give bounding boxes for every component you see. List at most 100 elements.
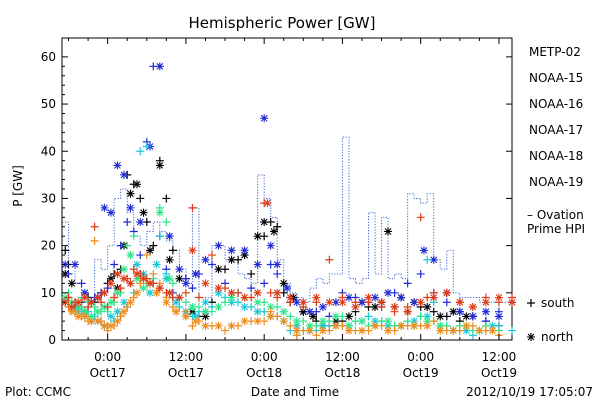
x-tick-date-label: Oct18 bbox=[246, 366, 282, 380]
north-marker bbox=[188, 307, 197, 316]
y-tick-label: 50 bbox=[41, 97, 56, 111]
south-marker bbox=[84, 302, 93, 311]
x-axis-label: Date and Time bbox=[251, 385, 339, 399]
north-marker bbox=[126, 298, 135, 307]
north-marker bbox=[188, 246, 197, 255]
north-marker bbox=[146, 279, 155, 288]
north-marker bbox=[201, 307, 210, 316]
south-marker bbox=[123, 241, 132, 250]
north-marker bbox=[71, 260, 80, 269]
north-marker bbox=[139, 274, 148, 283]
south-marker bbox=[136, 147, 145, 156]
ovation-hpi-line bbox=[62, 136, 512, 303]
north-marker bbox=[214, 265, 223, 274]
north-marker bbox=[364, 293, 373, 302]
north-marker bbox=[155, 208, 164, 217]
x-tick-date-label: Oct18 bbox=[324, 366, 360, 380]
north-marker bbox=[410, 321, 419, 330]
north-marker bbox=[162, 298, 171, 307]
south-marker bbox=[208, 260, 216, 269]
south-marker bbox=[149, 269, 158, 278]
north-marker bbox=[371, 293, 380, 302]
north-marker bbox=[488, 326, 497, 335]
south-marker bbox=[168, 302, 177, 311]
north-marker bbox=[227, 246, 236, 255]
north-marker bbox=[292, 321, 301, 330]
north-marker bbox=[126, 251, 135, 260]
footer-timestamp: 2012/10/19 17:05:07 bbox=[466, 385, 593, 399]
north-marker bbox=[494, 312, 503, 321]
legend-entry: NOAA-16 bbox=[529, 97, 583, 111]
north-marker bbox=[312, 293, 321, 302]
y-tick-label: 20 bbox=[41, 239, 56, 253]
south-marker bbox=[416, 269, 425, 278]
chart-title: Hemispheric Power [GW] bbox=[189, 14, 376, 32]
north-marker bbox=[80, 307, 89, 316]
legend-ovation-line1: – Ovation bbox=[527, 208, 584, 222]
north-marker bbox=[292, 298, 301, 307]
north-marker bbox=[358, 317, 366, 326]
north-marker bbox=[133, 288, 141, 297]
north-marker bbox=[475, 326, 484, 335]
north-marker bbox=[344, 321, 353, 330]
south-marker bbox=[429, 317, 438, 326]
south-marker bbox=[129, 232, 138, 241]
legend-entry: NOAA-17 bbox=[529, 123, 583, 137]
north-marker bbox=[175, 293, 184, 302]
north-marker bbox=[279, 317, 288, 326]
north-marker bbox=[253, 288, 262, 297]
north-marker bbox=[106, 312, 115, 321]
north-marker bbox=[191, 312, 200, 321]
north-marker bbox=[106, 321, 115, 330]
north-marker bbox=[113, 161, 122, 170]
south-marker bbox=[142, 251, 151, 260]
x-tick-date-label: Oct17 bbox=[168, 366, 204, 380]
north-marker bbox=[227, 255, 236, 264]
north-marker bbox=[318, 321, 327, 330]
north-marker bbox=[508, 298, 516, 307]
north-marker bbox=[227, 321, 236, 330]
south-marker bbox=[273, 222, 282, 231]
south-marker bbox=[221, 326, 230, 335]
north-marker bbox=[240, 246, 249, 255]
south-marker bbox=[403, 279, 412, 288]
north-marker bbox=[201, 255, 210, 264]
series-noaa-18 bbox=[61, 236, 503, 340]
y-tick-label: 40 bbox=[41, 144, 56, 158]
south-marker bbox=[149, 241, 158, 250]
north-marker bbox=[253, 260, 262, 269]
north-marker bbox=[384, 326, 393, 335]
north-marker bbox=[331, 298, 340, 307]
north-marker bbox=[331, 312, 340, 321]
north-marker bbox=[279, 307, 288, 316]
north-marker bbox=[455, 307, 464, 316]
north-marker bbox=[93, 293, 102, 302]
north-marker bbox=[155, 284, 164, 293]
north-marker bbox=[214, 302, 223, 311]
north-marker bbox=[481, 298, 490, 307]
north-marker bbox=[201, 298, 210, 307]
north-marker bbox=[371, 302, 380, 311]
north-marker bbox=[165, 232, 174, 241]
north-marker bbox=[87, 312, 96, 321]
x-tick-date-label: Oct19 bbox=[403, 366, 439, 380]
north-marker bbox=[331, 321, 340, 330]
north-marker bbox=[119, 265, 128, 274]
plot-area: 0 10 20 30 40 50 60 0:00 Oct17 12:00 Oct17 0:00 Oct1… bbox=[41, 37, 517, 380]
north-marker bbox=[292, 317, 301, 326]
north-marker bbox=[113, 288, 122, 297]
north-marker bbox=[80, 293, 89, 302]
south-marker bbox=[155, 232, 164, 241]
south-marker bbox=[286, 312, 295, 321]
south-marker bbox=[116, 312, 125, 321]
north-marker bbox=[358, 298, 366, 307]
north-marker bbox=[273, 260, 282, 269]
north-marker bbox=[106, 279, 115, 288]
south-marker bbox=[110, 293, 119, 302]
footer-plot-source: Plot: CCMC bbox=[5, 385, 71, 399]
north-marker bbox=[253, 232, 262, 241]
north-marker bbox=[403, 307, 412, 316]
south-marker bbox=[103, 326, 112, 335]
north-marker bbox=[468, 302, 477, 311]
north-marker bbox=[181, 312, 190, 321]
